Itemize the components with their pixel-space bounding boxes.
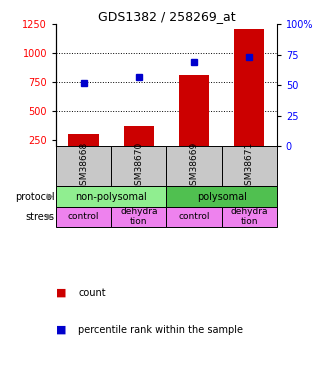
Bar	[111, 207, 166, 227]
Bar	[166, 207, 222, 227]
Text: GSM38668: GSM38668	[79, 141, 88, 191]
Text: ■: ■	[56, 288, 67, 297]
Text: GSM38669: GSM38669	[189, 141, 198, 191]
Text: non-polysomal: non-polysomal	[75, 192, 147, 201]
Text: stress: stress	[26, 212, 55, 222]
Text: GSM38671: GSM38671	[245, 141, 254, 191]
Bar	[234, 29, 264, 146]
Text: percentile rank within the sample: percentile rank within the sample	[78, 325, 244, 335]
Bar	[56, 186, 166, 207]
Text: control: control	[178, 212, 210, 221]
Text: count: count	[78, 288, 106, 297]
Text: control: control	[68, 212, 99, 221]
Bar	[166, 146, 222, 186]
Text: dehydra
tion: dehydra tion	[230, 207, 268, 226]
Bar	[166, 186, 277, 207]
Title: GDS1382 / 258269_at: GDS1382 / 258269_at	[98, 10, 235, 23]
Text: protocol: protocol	[15, 192, 55, 201]
Bar	[111, 146, 166, 186]
Bar	[68, 134, 99, 146]
Bar	[221, 146, 277, 186]
Bar	[56, 207, 111, 227]
Text: ■: ■	[56, 325, 67, 335]
Bar	[124, 126, 154, 146]
Text: polysomal: polysomal	[197, 192, 246, 201]
Bar	[179, 75, 209, 146]
Text: GSM38670: GSM38670	[134, 141, 143, 191]
Bar	[221, 207, 277, 227]
Text: dehydra
tion: dehydra tion	[120, 207, 157, 226]
Bar	[56, 146, 111, 186]
